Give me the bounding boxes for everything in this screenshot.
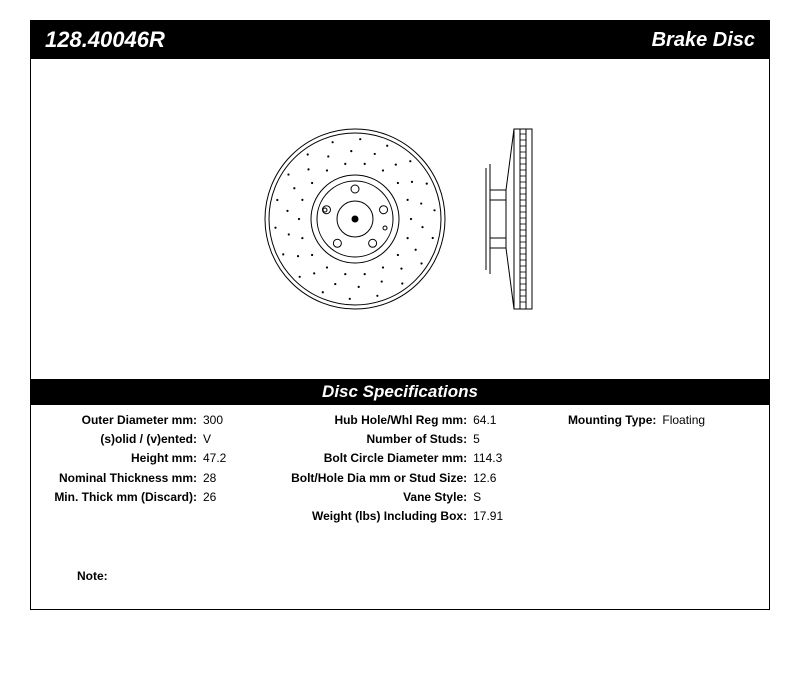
spec-row: Mounting Type:Floating — [552, 411, 749, 430]
spec-label: Outer Diameter mm: — [51, 411, 203, 430]
spec-value: Floating — [662, 411, 705, 430]
spec-row: Weight (lbs) Including Box:17.91 — [277, 507, 552, 526]
spec-row: Vane Style:S — [277, 488, 552, 507]
spec-value: S — [473, 488, 481, 507]
spec-row: (s)olid / (v)ented:V — [51, 430, 277, 449]
disc-side-view — [480, 124, 540, 314]
spec-col-2: Hub Hole/Whl Reg mm:64.1Number of Studs:… — [277, 411, 552, 526]
spec-label: Bolt Circle Diameter mm: — [277, 449, 473, 468]
spec-label: (s)olid / (v)ented: — [51, 430, 203, 449]
spec-label: Nominal Thickness mm: — [51, 469, 203, 488]
spec-row: Number of Studs:5 — [277, 430, 552, 449]
spec-value: V — [203, 430, 211, 449]
spec-col-1: Outer Diameter mm:300(s)olid / (v)ented:… — [51, 411, 277, 526]
spec-label: Vane Style: — [277, 488, 473, 507]
spec-label: Weight (lbs) Including Box: — [277, 507, 473, 526]
spec-section-header: Disc Specifications — [31, 379, 769, 405]
note-label: Note: — [77, 569, 108, 583]
spec-body: Outer Diameter mm:300(s)olid / (v)ented:… — [31, 405, 769, 526]
spec-row: Min. Thick mm (Discard):26 — [51, 488, 277, 507]
spec-label: Hub Hole/Whl Reg mm: — [277, 411, 473, 430]
spec-value: 17.91 — [473, 507, 503, 526]
header-bar: 128.40046R Brake Disc — [31, 21, 769, 59]
spec-value: 12.6 — [473, 469, 496, 488]
spec-label: Mounting Type: — [552, 411, 662, 430]
spec-row: Height mm:47.2 — [51, 449, 277, 468]
spec-value: 114.3 — [473, 449, 502, 468]
part-number: 128.40046R — [45, 27, 165, 53]
spec-row: Hub Hole/Whl Reg mm:64.1 — [277, 411, 552, 430]
spec-value: 47.2 — [203, 449, 226, 468]
spec-label: Number of Studs: — [277, 430, 473, 449]
spec-sheet: 128.40046R Brake Disc — [30, 20, 770, 610]
spec-value: 300 — [203, 411, 223, 430]
spec-row: Bolt Circle Diameter mm:114.3 — [277, 449, 552, 468]
disc-front-view — [260, 124, 450, 314]
spec-label: Bolt/Hole Dia mm or Stud Size: — [277, 469, 473, 488]
spec-value: 5 — [473, 430, 480, 449]
spec-row: Nominal Thickness mm:28 — [51, 469, 277, 488]
spec-col-3: Mounting Type:Floating — [552, 411, 749, 526]
diagram-area — [31, 59, 769, 379]
spec-value: 26 — [203, 488, 216, 507]
spec-value: 64.1 — [473, 411, 496, 430]
product-type: Brake Disc — [652, 29, 755, 52]
spec-value: 28 — [203, 469, 216, 488]
spec-label: Height mm: — [51, 449, 203, 468]
spec-row: Outer Diameter mm:300 — [51, 411, 277, 430]
spec-label: Min. Thick mm (Discard): — [51, 488, 203, 507]
spec-row: Bolt/Hole Dia mm or Stud Size:12.6 — [277, 469, 552, 488]
